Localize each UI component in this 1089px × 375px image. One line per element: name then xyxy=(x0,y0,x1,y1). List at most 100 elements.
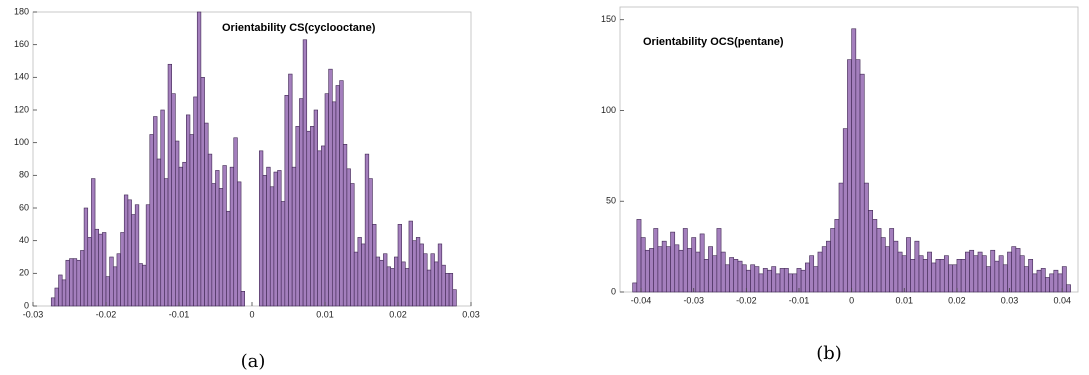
histogram-bar xyxy=(783,268,789,293)
histogram-bar xyxy=(164,178,169,307)
histogram-bar xyxy=(204,122,209,307)
histogram-bar xyxy=(189,134,194,307)
histogram-bar xyxy=(182,161,187,307)
y-tick-label: 60 xyxy=(19,202,29,212)
histogram-bar xyxy=(939,259,945,293)
histogram-bar xyxy=(390,268,395,307)
histogram-bar xyxy=(771,266,777,293)
histogram-bar xyxy=(699,233,705,293)
y-tick-label: 120 xyxy=(14,104,29,114)
histogram-bar xyxy=(138,263,143,307)
histogram-bar xyxy=(868,210,873,293)
histogram-bar xyxy=(258,150,264,307)
y-tick-label: 180 xyxy=(14,6,29,16)
histogram-bar xyxy=(813,266,819,293)
x-tick-label: -0.02 xyxy=(96,309,117,319)
histogram-bar xyxy=(156,158,162,307)
histogram-bar xyxy=(368,178,373,307)
histogram-bar xyxy=(994,260,1000,293)
histogram-bar xyxy=(423,253,428,307)
histogram-bar xyxy=(65,259,70,307)
histogram-bar xyxy=(375,256,381,307)
histogram-bar xyxy=(397,224,402,307)
histogram-bar xyxy=(969,249,975,293)
histogram-bar xyxy=(233,137,238,307)
histogram-bar xyxy=(767,269,772,293)
histogram-bar xyxy=(661,240,667,293)
histogram-bar xyxy=(1061,266,1067,293)
histogram-bar xyxy=(280,201,286,307)
histogram-bar xyxy=(674,244,680,293)
histogram-bar xyxy=(990,249,996,293)
chart-title: Orientability CS(cyclooctane) xyxy=(222,22,376,34)
histogram-bar xyxy=(788,273,793,293)
histogram-bar xyxy=(306,130,311,307)
histogram-bar xyxy=(986,266,991,293)
histogram-bar xyxy=(644,249,650,293)
histogram-bar xyxy=(733,259,739,293)
histogram-bar xyxy=(434,261,439,307)
histogram-bar xyxy=(792,273,798,293)
histogram-bar xyxy=(229,166,235,307)
histogram-bar xyxy=(649,248,654,293)
histogram-bar xyxy=(54,287,59,307)
y-tick-label: 0 xyxy=(611,286,616,296)
histogram-bar xyxy=(1053,269,1059,293)
histogram-bar xyxy=(145,204,151,307)
x-tick-label: 0.03 xyxy=(462,309,480,319)
histogram-bar xyxy=(237,181,242,307)
histogram-bar xyxy=(977,251,983,293)
histogram-bar xyxy=(746,269,751,293)
histogram-bar xyxy=(295,126,300,307)
histogram-bar xyxy=(58,274,63,307)
histogram-bar xyxy=(1015,248,1021,293)
y-tick-label: 150 xyxy=(601,14,616,24)
histogram-bar xyxy=(266,166,271,307)
histogram-bar xyxy=(291,166,297,307)
histogram-bar xyxy=(127,199,132,307)
histogram-bar xyxy=(821,246,827,293)
histogram-bar xyxy=(948,264,954,293)
histogram-bar xyxy=(452,289,457,307)
histogram-bar xyxy=(430,253,435,307)
histogram-bar xyxy=(178,166,183,307)
histogram-bar xyxy=(310,126,315,307)
histogram-bar xyxy=(404,268,410,307)
histogram-bar xyxy=(386,266,391,307)
y-tick-label: 20 xyxy=(19,268,29,278)
histogram-bar xyxy=(196,11,202,307)
histogram-bar xyxy=(94,228,100,307)
histogram-bar xyxy=(321,145,326,307)
histogram-bar xyxy=(120,232,125,307)
chart-title: Orientability OCS(pentane) xyxy=(643,36,784,48)
histogram-bar xyxy=(277,170,282,307)
histogram-bar xyxy=(1045,277,1050,293)
histogram-bar xyxy=(657,246,663,293)
histogram-bar xyxy=(76,259,81,307)
y-tick-label: 50 xyxy=(606,196,616,206)
y-tick-label: 100 xyxy=(601,105,616,115)
histogram-bar xyxy=(102,232,107,307)
histogram-bar xyxy=(61,279,67,307)
histogram-bar xyxy=(284,95,289,307)
histogram-bar xyxy=(910,259,916,293)
histogram-bar xyxy=(918,255,924,293)
histogram-bar xyxy=(838,182,844,293)
histogram-bar xyxy=(712,255,718,293)
histogram-bar xyxy=(952,264,958,293)
histogram-bar xyxy=(200,77,205,307)
histogram-bar xyxy=(906,237,911,293)
histogram-bar xyxy=(222,165,227,307)
histogram-bar xyxy=(441,264,446,307)
histogram-bar xyxy=(240,290,246,307)
histogram-bar xyxy=(383,253,388,307)
histogram-bar xyxy=(834,219,840,293)
histogram-bar xyxy=(262,175,267,307)
histogram-bar xyxy=(218,188,224,307)
y-tick-label: 100 xyxy=(14,137,29,147)
histogram-bar xyxy=(876,228,882,293)
histogram-bar xyxy=(445,273,450,307)
histogram-bar xyxy=(851,28,857,293)
histogram-bar xyxy=(724,264,730,293)
histogram-bar xyxy=(965,251,970,293)
